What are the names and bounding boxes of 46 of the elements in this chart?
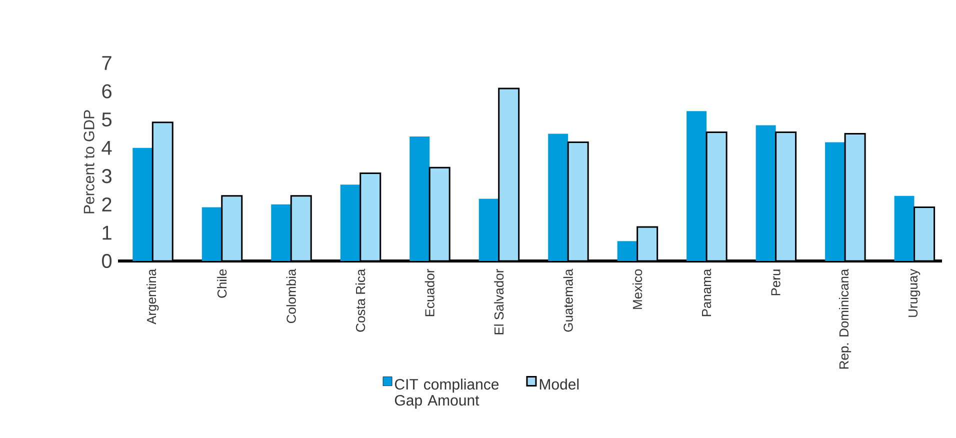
x-tick-label: Panama <box>702 268 712 316</box>
bar <box>221 195 243 261</box>
legend-label: Model <box>540 378 579 390</box>
bar <box>706 132 728 261</box>
y-tick-label: 0 <box>102 254 112 268</box>
y-tick-label: 5 <box>102 112 112 127</box>
bar <box>825 142 846 261</box>
x-tick-label: Colombia <box>286 268 296 324</box>
bar <box>567 141 589 261</box>
y-tick-label: 2 <box>102 197 112 212</box>
x-tick-label: Uruguay <box>908 268 920 317</box>
x-tick-label: Ecuador <box>424 269 434 316</box>
x-tick-label: Rep. Dominicana <box>838 268 852 369</box>
x-tick-label: Guatemala <box>563 268 573 332</box>
x-tick-label: Costa Rica <box>356 268 366 332</box>
x-tick-label: Peru <box>771 270 780 296</box>
bar <box>844 132 866 261</box>
y-tick-label: 6 <box>102 84 112 98</box>
bar <box>756 125 776 261</box>
bar <box>428 166 450 261</box>
legend-label: CIT compliance Gap Amount <box>394 378 499 409</box>
bar <box>152 122 174 261</box>
bar <box>271 204 292 261</box>
x-tick-label: Mexico <box>632 269 642 309</box>
bar <box>914 206 936 261</box>
bar <box>360 172 382 261</box>
bar <box>775 132 797 261</box>
bar <box>686 111 707 261</box>
bar <box>410 136 430 261</box>
bar <box>548 134 568 261</box>
y-tick-label: 4 <box>102 140 112 155</box>
x-tick-label: Argentina <box>146 268 159 324</box>
y-tick-label: 7 <box>102 56 112 70</box>
bar <box>340 184 360 261</box>
bar <box>132 148 153 261</box>
y-tick-label: 3 <box>102 169 112 184</box>
bar <box>617 241 638 261</box>
y-tick-label: 1 <box>102 226 112 240</box>
bar <box>202 207 222 261</box>
bar <box>290 195 312 261</box>
bar <box>894 196 914 261</box>
y-axis-title: Percent to GDP <box>84 110 94 214</box>
x-tick-label: El Salvador <box>494 269 504 334</box>
x-tick-label: Chile <box>217 269 227 298</box>
bar <box>498 88 520 261</box>
bar <box>478 198 499 261</box>
